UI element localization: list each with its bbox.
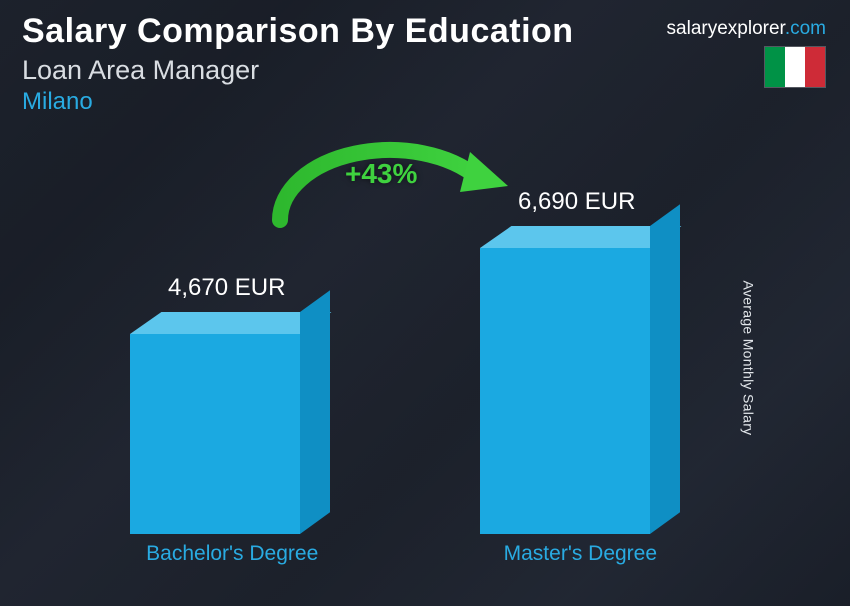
brand-name: salaryexplorer (667, 18, 785, 39)
bar-side-face (300, 290, 330, 534)
brand-suffix: .com (785, 18, 826, 39)
flag-stripe (785, 47, 805, 87)
bar-front-face (130, 334, 300, 534)
bar-bachelors: 4,670 EUR Bachelor's Degree (130, 334, 300, 534)
bar-category-label: Bachelor's Degree (146, 542, 318, 566)
italy-flag-icon (764, 46, 826, 88)
bar-category-label: Master's Degree (504, 542, 657, 566)
flag-stripe (805, 47, 825, 87)
job-title: Loan Area Manager (22, 55, 828, 86)
growth-arrow-icon (260, 130, 520, 250)
percent-change-label: +43% (345, 158, 417, 190)
bar-body (480, 248, 650, 534)
bar-value-label: 4,670 EUR (168, 274, 285, 302)
bar-masters: 6,690 EUR Master's Degree (480, 248, 650, 534)
bar-side-face (650, 204, 680, 534)
brand-text: salaryexplorer.com (667, 18, 826, 40)
city-name: Milano (22, 88, 828, 116)
bar-body (130, 334, 300, 534)
flag-stripe (765, 47, 785, 87)
bar-value-label: 6,690 EUR (518, 188, 635, 216)
bar-chart: Average Monthly Salary 4,670 EUR Bachelo… (70, 150, 770, 566)
bar-front-face (480, 248, 650, 534)
y-axis-label: Average Monthly Salary (741, 281, 757, 436)
